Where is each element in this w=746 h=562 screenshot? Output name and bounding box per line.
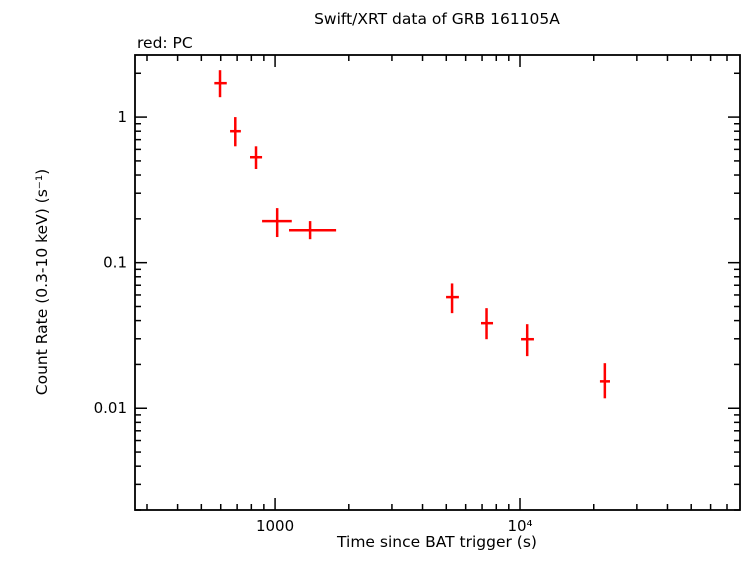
plot-frame: [134, 54, 741, 511]
chart-title: Swift/XRT data of GRB 161105A: [314, 10, 560, 28]
data-point: [446, 283, 459, 314]
data-point: [289, 221, 337, 240]
data-point: [214, 70, 227, 98]
mode-label: red: PC: [137, 34, 193, 52]
tick-labels: 1000 10⁴ 1 0.1 0.01: [94, 108, 533, 535]
x-tick-label: 1000: [256, 517, 294, 535]
x-axis-label: Time since BAT trigger (s): [336, 533, 537, 551]
data-point: [521, 324, 534, 357]
data-point: [262, 208, 292, 238]
y-tick-label: 1: [117, 108, 127, 126]
y-tick-label: 0.01: [94, 399, 127, 417]
data-points: [214, 70, 610, 399]
y-axis-label: Count Rate (0.3-10 keV) (s⁻¹): [33, 169, 51, 395]
x-tick-label: 10⁴: [507, 517, 532, 535]
axis-ticks: [135, 55, 740, 511]
data-point: [480, 308, 494, 340]
data-point: [599, 363, 610, 399]
y-tick-label: 0.1: [103, 254, 127, 272]
data-point: [249, 146, 263, 169]
data-point: [230, 117, 241, 147]
